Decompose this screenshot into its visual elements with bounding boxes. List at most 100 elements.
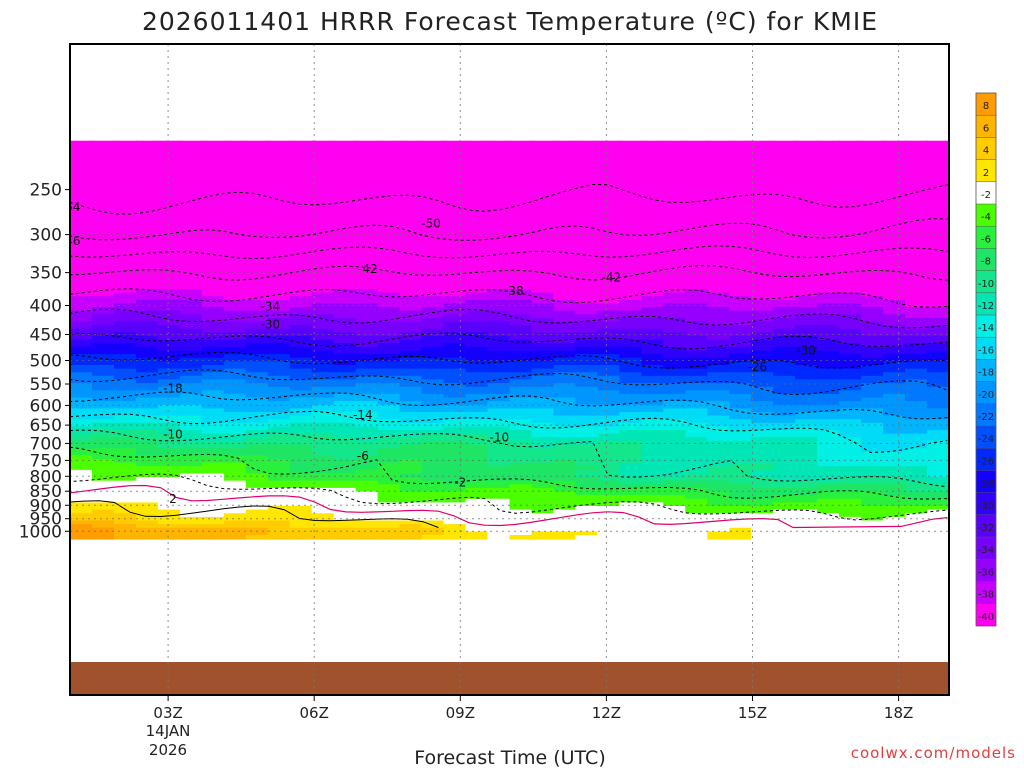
temperature-cell	[839, 401, 863, 406]
temperature-cell	[92, 401, 115, 406]
temperature-cell	[201, 303, 225, 309]
temperature-cell	[223, 422, 247, 428]
temperature-cell	[70, 527, 93, 533]
temperature-cell	[905, 350, 928, 356]
temperature-cell	[509, 430, 533, 435]
temperature-cell	[553, 303, 577, 309]
temperature-cell	[201, 184, 225, 189]
temperature-cell	[443, 310, 467, 316]
temperature-cell	[795, 176, 819, 182]
temperature-cell	[223, 191, 247, 196]
temperature-cell	[905, 198, 928, 204]
temperature-cell	[201, 285, 225, 290]
temperature-cell	[531, 440, 555, 446]
temperature-cell	[663, 462, 687, 468]
temperature-cell	[751, 328, 775, 334]
temperature-cell	[729, 162, 753, 167]
temperature-cell	[707, 368, 731, 374]
temperature-cell	[114, 310, 137, 316]
temperature-cell	[201, 325, 225, 330]
temperature-cell	[201, 480, 225, 486]
temperature-cell	[597, 205, 621, 211]
temperature-cell	[421, 307, 445, 312]
temperature-cell	[487, 213, 511, 218]
temperature-cell	[487, 249, 511, 254]
temperature-cell	[553, 162, 577, 167]
temperature-cell	[685, 166, 709, 171]
temperature-cell	[355, 535, 379, 540]
temperature-cell	[465, 469, 489, 475]
temperature-cell	[773, 466, 797, 471]
svg-text:-30: -30	[261, 317, 281, 331]
temperature-cell	[707, 437, 731, 442]
y-tick-label: 650	[30, 416, 62, 436]
temperature-cell	[114, 245, 137, 251]
temperature-cell	[355, 495, 379, 500]
temperature-cell	[157, 379, 181, 384]
temperature-cell	[70, 205, 93, 211]
temperature-cell	[421, 430, 445, 435]
colorbar-label: -8	[981, 257, 991, 268]
temperature-cell	[92, 357, 115, 363]
temperature-cell	[597, 158, 621, 164]
temperature-cell	[465, 444, 489, 450]
temperature-cell	[201, 307, 225, 312]
temperature-cell	[509, 252, 533, 258]
temperature-cell	[575, 408, 599, 413]
temperature-cell	[465, 419, 489, 424]
temperature-cell	[92, 162, 115, 167]
temperature-cell	[465, 513, 489, 518]
temperature-cell	[817, 516, 841, 522]
temperature-cell	[619, 216, 643, 222]
temperature-cell	[245, 383, 269, 388]
temperature-cell	[267, 524, 291, 529]
temperature-cell	[201, 158, 225, 164]
temperature-cell	[289, 426, 313, 432]
temperature-cell	[333, 328, 357, 334]
temperature-cell	[92, 487, 115, 493]
temperature-cell	[597, 155, 621, 160]
temperature-cell	[355, 357, 379, 363]
temperature-cell	[114, 256, 137, 262]
temperature-cell	[443, 296, 467, 301]
temperature-cell	[773, 151, 797, 157]
temperature-cell	[883, 281, 907, 287]
temperature-cell	[861, 256, 885, 262]
temperature-cell	[267, 274, 291, 280]
temperature-cell	[597, 307, 621, 312]
temperature-cell	[399, 509, 423, 515]
temperature-cell	[245, 213, 269, 218]
temperature-cell	[663, 336, 687, 341]
temperature-cell	[641, 336, 665, 341]
temperature-cell	[135, 328, 159, 334]
temperature-cell	[597, 448, 621, 453]
temperature-cell	[927, 422, 949, 428]
temperature-cell	[70, 245, 93, 251]
temperature-cell	[421, 148, 445, 153]
temperature-cell	[905, 292, 928, 298]
temperature-cell	[927, 176, 949, 182]
temperature-cell	[553, 336, 577, 341]
temperature-cell	[663, 354, 687, 359]
temperature-cell	[157, 390, 181, 395]
temperature-cell	[333, 397, 357, 403]
temperature-cell	[223, 227, 247, 233]
temperature-cell	[355, 151, 379, 157]
temperature-cell	[817, 245, 841, 251]
temperature-cell	[509, 158, 533, 164]
temperature-cell	[311, 444, 335, 450]
temperature-cell	[619, 412, 643, 417]
temperature-cell	[509, 213, 533, 218]
temperature-cell	[531, 209, 555, 214]
temperature-cell	[355, 375, 379, 381]
temperature-cell	[883, 198, 907, 204]
temperature-cell	[443, 281, 467, 287]
freezing-line	[70, 484, 948, 529]
temperature-cell	[751, 498, 775, 504]
temperature-cell	[883, 422, 907, 428]
temperature-cell	[223, 404, 247, 410]
temperature-cell	[597, 524, 621, 529]
temperature-cell	[399, 223, 423, 229]
temperature-cell	[223, 375, 247, 381]
temperature-cell	[795, 339, 819, 345]
